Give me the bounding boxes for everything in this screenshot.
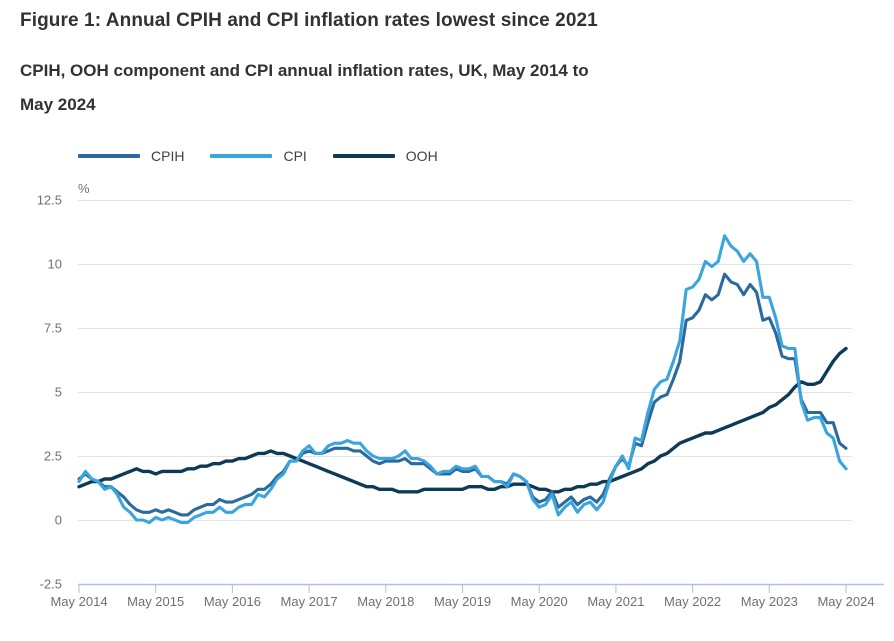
legend-item-cpi: CPI <box>210 148 307 164</box>
legend-item-ooh: OOH <box>332 148 438 164</box>
y-axis-tick-label: 10 <box>48 257 62 272</box>
x-axis-tick-label: May 2022 <box>664 594 721 609</box>
x-axis-tick-label: May 2024 <box>817 594 874 609</box>
cpi-line <box>77 234 848 525</box>
x-axis-tick-label: May 2016 <box>204 594 261 609</box>
y-axis-unit-label: % <box>78 181 90 196</box>
cpih-legend-swatch <box>78 154 140 158</box>
ooh-line <box>77 346 848 494</box>
legend-item-cpih: CPIH <box>78 148 184 164</box>
cpi-legend-swatch <box>210 154 273 158</box>
x-axis-tick-label: May 2014 <box>50 594 107 609</box>
figure-subtitle-line1: CPIH, OOH component and CPI annual infla… <box>20 61 589 80</box>
figure-title: Figure 1: Annual CPIH and CPI inflation … <box>20 10 598 31</box>
y-axis-tick-label: 5 <box>55 385 62 400</box>
cpih-line <box>77 272 848 517</box>
chart-legend: CPIH CPI OOH <box>78 148 438 164</box>
x-axis-tick-label: May 2015 <box>127 594 184 609</box>
x-axis-tick-label: May 2021 <box>587 594 644 609</box>
y-axis-tick-label: 0 <box>55 513 62 528</box>
x-axis-tick-label: May 2019 <box>434 594 491 609</box>
legend-label: CPIH <box>151 148 185 164</box>
legend-label: CPI <box>283 148 307 164</box>
y-axis-tick-label: -2.5 <box>40 577 62 592</box>
legend-label: OOH <box>405 148 438 164</box>
y-axis-tick-label: 7.5 <box>44 321 62 336</box>
x-axis-tick-label: May 2023 <box>741 594 798 609</box>
ooh-legend-swatch <box>332 154 395 158</box>
figure-subtitle-line2: May 2024 <box>20 95 96 114</box>
y-axis-tick-label: 2.5 <box>44 449 62 464</box>
x-axis-tick-label: May 2020 <box>511 594 568 609</box>
y-axis-tick-label: 12.5 <box>37 193 62 208</box>
x-axis-tick-label: May 2017 <box>281 594 338 609</box>
x-axis-tick-label: May 2018 <box>357 594 414 609</box>
